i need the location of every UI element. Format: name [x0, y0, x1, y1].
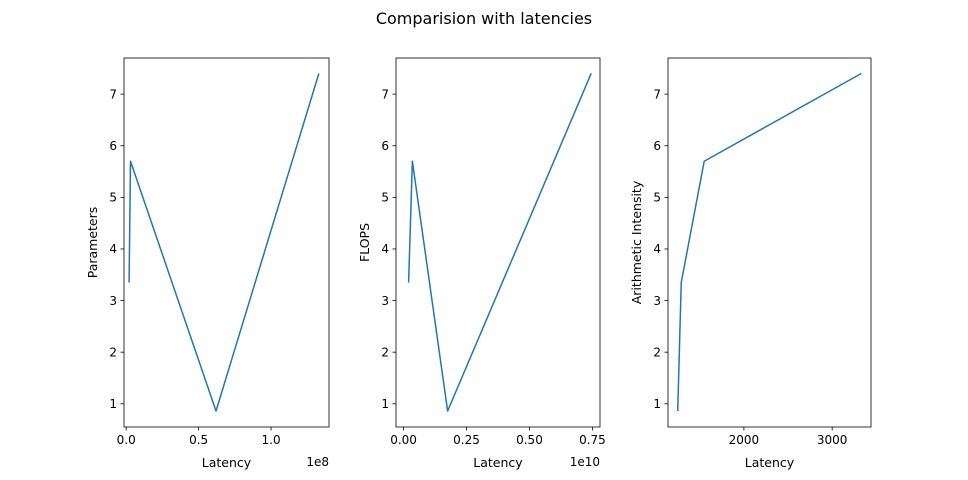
y-tick-label: 4: [381, 242, 389, 256]
y-axis-label: FLOPS: [357, 223, 372, 262]
y-tick-label: 7: [109, 87, 117, 101]
x-tick-label: 0.75: [579, 433, 606, 447]
x-tick-label: 3000: [817, 433, 848, 447]
y-tick-label: 4: [653, 242, 661, 256]
y-tick-label: 5: [109, 191, 117, 205]
y-tick-label: 2: [653, 345, 661, 359]
y-tick-label: 7: [653, 87, 661, 101]
subplot-3: 2000 3000 1 2 3 4 5 6 7 Latency Arithmetic Intensi…: [629, 57, 872, 470]
y-tick-label: 6: [109, 139, 117, 153]
y-tick-label: 1: [653, 397, 661, 411]
y-tick-label: 3: [653, 294, 661, 308]
y-tick-label: 3: [109, 294, 117, 308]
axes-frame: [395, 57, 601, 428]
x-offset-label: 1e10: [570, 455, 600, 469]
x-tick-label: 0.0: [117, 433, 136, 447]
axes-frame: [123, 57, 330, 428]
series-line-1: [407, 73, 592, 412]
y-tick-label: 4: [109, 242, 117, 256]
y-axis-label: Arithmetic Intensity: [629, 180, 644, 304]
y-tick-label: 5: [381, 191, 389, 205]
x-tick-label: 0.00: [390, 433, 417, 447]
y-tick-label: 6: [381, 139, 389, 153]
x-axis-label: Latency: [745, 455, 795, 470]
y-tick-label: 2: [109, 345, 117, 359]
subplot-2: 0.00 0.25 0.50 0.75 1 2 3 4 5 6 7 Latency FLOPS 1e10: [357, 57, 606, 470]
x-tick-label: 0.5: [189, 433, 208, 447]
x-axis-label: Latency: [473, 455, 523, 470]
y-axis-label: Parameters: [85, 207, 100, 279]
series-line-1: [128, 73, 320, 412]
figure-title: Comparision with latencies: [376, 9, 592, 28]
axes-frame: [667, 57, 872, 428]
x-tick-label: 0.25: [453, 433, 480, 447]
x-tick-label: 2000: [729, 433, 760, 447]
y-tick-label: 3: [381, 294, 389, 308]
y-tick-label: 7: [381, 87, 389, 101]
series-line-1: [676, 72, 862, 412]
x-tick-label: 1.0: [262, 433, 281, 447]
x-tick-label: 0.50: [516, 433, 543, 447]
y-tick-label: 1: [381, 397, 389, 411]
y-tick-label: 1: [109, 397, 117, 411]
subplot-1: 0.0 0.5 1.0 1 2 3 4 5 6 7 Latency Parameters 1e8: [85, 57, 330, 470]
x-offset-label: 1e8: [306, 455, 329, 469]
x-axis-label: Latency: [202, 455, 252, 470]
y-tick-label: 5: [653, 191, 661, 205]
y-tick-label: 6: [653, 139, 661, 153]
y-tick-label: 2: [381, 345, 389, 359]
